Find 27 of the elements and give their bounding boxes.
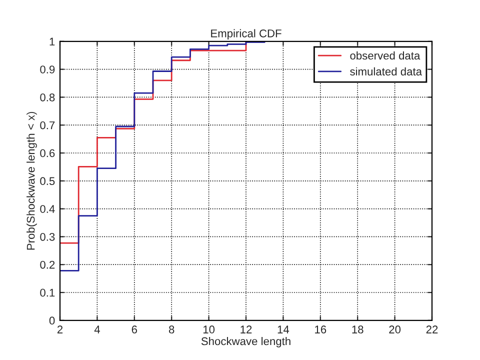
y-tick-label: 0.8 (40, 93, 55, 102)
x-tick-label: 10 (203, 326, 215, 334)
x-tick-label: 8 (168, 326, 174, 334)
y-tick-label: 0.4 (40, 205, 55, 213)
x-tick-label: 14 (278, 326, 290, 334)
y-tick-label: 0.7 (40, 121, 55, 130)
legend-label: observed data (350, 51, 420, 60)
x-tick-label: 22 (426, 326, 438, 334)
y-tick-label: 0.3 (40, 232, 55, 241)
y-axis-title: Prob(Shockwave length < x) (26, 112, 37, 250)
y-tick-label: 0 (49, 316, 55, 325)
y-tick-label: 1 (50, 38, 55, 46)
legend-label: simulated data (350, 67, 422, 76)
y-tick-label: 0.2 (40, 260, 55, 269)
x-tick-label: 16 (315, 326, 326, 334)
x-tick-label: 6 (132, 326, 137, 334)
x-tick-label: 4 (94, 326, 100, 334)
y-tick-label: 0.5 (40, 177, 55, 186)
x-tick-label: 2 (57, 326, 63, 334)
x-axis-title: Shockwave length (201, 337, 290, 348)
y-tick-label: 0.6 (40, 149, 55, 158)
x-tick-label: 20 (389, 326, 401, 334)
chart-title: Empirical CDF (211, 29, 282, 40)
x-tick-label: 18 (352, 326, 364, 334)
y-tick-label: 0.9 (40, 66, 55, 74)
y-tick-label: 0.1 (40, 288, 55, 297)
x-tick-label: 12 (240, 326, 252, 334)
